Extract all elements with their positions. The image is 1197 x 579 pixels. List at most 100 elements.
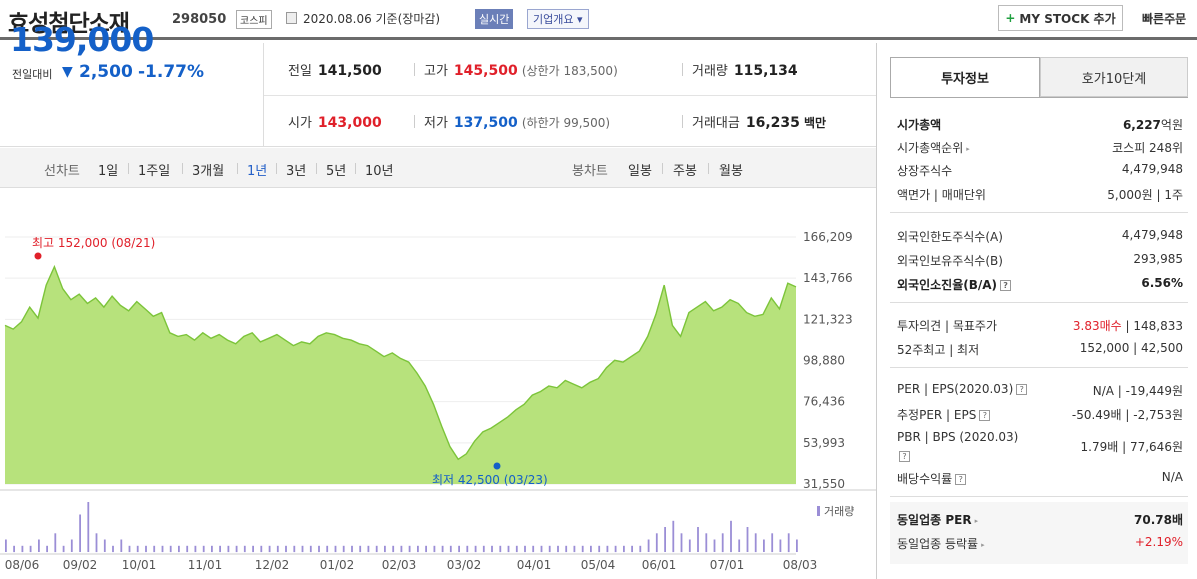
high-label: 고가 — [424, 64, 448, 79]
arrow-right-icon: ▸ — [966, 144, 970, 153]
peer-per-label[interactable]: 동일업종 PER ▸ — [897, 513, 979, 527]
volume-bar — [623, 545, 625, 553]
volume-bar — [169, 545, 172, 553]
y-tick-label: 143,766 — [803, 271, 853, 285]
volume-bar — [342, 545, 345, 553]
volume-bar — [301, 545, 304, 553]
amount-value: 16,235 — [745, 115, 800, 131]
volume-bar — [359, 545, 362, 553]
peer-change-value: +2.19% — [1134, 535, 1183, 549]
volume-bar — [548, 545, 551, 553]
price-summary — [0, 43, 264, 147]
x-tick-label: 05/04 — [581, 558, 616, 572]
volume-bar — [532, 545, 535, 553]
candle-daily[interactable]: 일봉 — [628, 164, 652, 179]
volume-bar — [639, 545, 642, 553]
volume-bar — [441, 545, 444, 553]
volume-bar — [491, 545, 493, 553]
volume-bar — [384, 545, 386, 553]
period-10year[interactable]: 10년 — [365, 164, 394, 179]
arrow-right-icon: ▸ — [974, 516, 979, 525]
volume-bar — [219, 545, 221, 553]
volume-bar — [705, 533, 708, 553]
volume-bar — [62, 545, 65, 553]
volume-bar — [334, 545, 337, 553]
period-3month[interactable]: 3개월 — [192, 164, 225, 179]
volume-label: 거래량 — [692, 64, 728, 79]
low-label: 최저 42,500 (03/23) — [432, 473, 548, 487]
volume-bar — [227, 545, 230, 553]
candle-monthly[interactable]: 월봉 — [719, 164, 743, 179]
low-label: 저가 — [424, 116, 448, 131]
realtime-button[interactable]: 실시간 — [475, 9, 514, 29]
volume-bar — [194, 545, 197, 553]
volume-bar — [79, 514, 81, 552]
stats-divider — [264, 95, 876, 96]
volume-bar — [664, 527, 666, 552]
volume-bar — [614, 545, 617, 553]
volume-bar — [515, 545, 518, 553]
period-1year[interactable]: 1년 — [247, 164, 268, 179]
volume-bar — [5, 539, 7, 552]
period-1week[interactable]: 1주일 — [138, 164, 171, 179]
volume-bar — [46, 545, 48, 553]
peer-change-label[interactable]: 동일업종 등락률 ▸ — [897, 537, 985, 551]
y-tick-label: 53,993 — [803, 436, 845, 450]
est-per-label: 추정PER | EPS? — [897, 406, 991, 423]
help-icon[interactable]: ? — [979, 410, 991, 421]
investment-panel — [876, 43, 1197, 579]
volume-bar — [474, 545, 477, 553]
y-tick-label: 76,436 — [803, 395, 845, 409]
volume-bar — [351, 545, 353, 553]
foreign-limit-value: 4,479,948 — [1121, 228, 1183, 242]
help-icon[interactable]: ? — [955, 474, 967, 485]
volume-bar — [87, 502, 90, 552]
low-marker — [493, 462, 501, 470]
volume-bar — [763, 539, 765, 552]
x-tick-label: 09/02 — [63, 558, 98, 572]
volume-bar — [202, 545, 205, 553]
x-tick-label: 11/01 — [188, 558, 223, 572]
company-overview-dropdown[interactable]: 기업개요 ▾ — [527, 9, 589, 29]
quick-order-link[interactable]: 빠른주문 — [1142, 12, 1187, 26]
volume-bar — [145, 545, 147, 553]
price-area — [5, 266, 796, 484]
volume-bar — [606, 545, 609, 553]
add-my-stock-button[interactable]: + MY STOCK 추가 — [998, 5, 1123, 31]
volume-bar — [417, 545, 419, 553]
volume-bar — [746, 527, 749, 552]
cap-rank-label[interactable]: 시가총액순위 ▸ — [897, 141, 970, 155]
volume-bar — [309, 545, 312, 553]
period-5year[interactable]: 5년 — [326, 164, 347, 179]
help-icon[interactable]: ? — [1000, 280, 1012, 291]
volume-bar — [95, 533, 98, 553]
y-tick-label: 31,550 — [803, 477, 845, 491]
w52-label: 52주최고 | 최저 — [897, 343, 980, 357]
help-icon[interactable]: ? — [1016, 384, 1028, 395]
add-my-stock-label: MY STOCK 추가 — [1019, 11, 1116, 26]
change-percent: -1.77% — [138, 62, 205, 82]
price-stats: 전일 141,500 고가 145,500 (상한가 183,500) 거래량 115… — [264, 43, 876, 147]
shares-value: 4,479,948 — [1121, 162, 1183, 176]
tab-investment-info[interactable]: 투자정보 — [890, 57, 1040, 97]
tab-order-book[interactable]: 호가10단계 — [1040, 57, 1188, 97]
foreign-ratio-value: 6.56% — [1141, 276, 1183, 290]
help-icon[interactable]: ? — [899, 449, 910, 463]
candle-weekly[interactable]: 주봉 — [673, 164, 697, 179]
volume-bar — [655, 533, 658, 553]
price-chart[interactable]: 166,209 143,766 121,323 98,880 76,436 53,993 3… — [0, 190, 876, 579]
peer-per-value: 70.78배 — [1134, 513, 1183, 527]
volume-bar — [13, 545, 15, 553]
x-tick-label: 10/01 — [122, 558, 157, 572]
period-3year[interactable]: 3년 — [286, 164, 307, 179]
amount-label: 거래대금 — [692, 116, 740, 131]
volume-bar — [54, 533, 57, 553]
volume-bar — [276, 545, 279, 553]
volume-bar — [367, 545, 370, 553]
x-tick-label: 07/01 — [710, 558, 745, 572]
pbr-value: 1.79배 | 77,646원 — [1080, 440, 1183, 454]
high-marker — [34, 252, 42, 260]
period-1day[interactable]: 1일 — [98, 164, 119, 179]
volume-bar — [590, 545, 592, 553]
lower-limit: (하한가 99,500) — [521, 116, 611, 130]
